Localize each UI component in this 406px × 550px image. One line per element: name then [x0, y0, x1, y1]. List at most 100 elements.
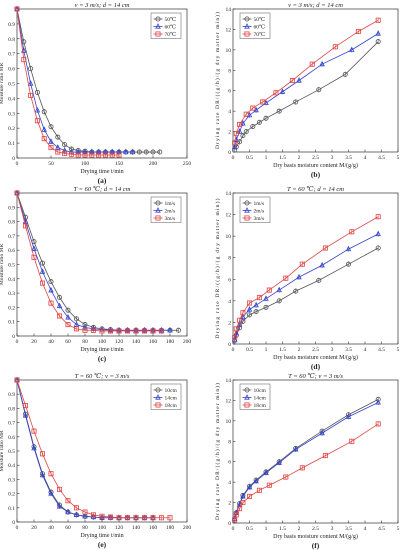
data-point [253, 301, 259, 308]
data-point [345, 245, 352, 252]
data-point [237, 506, 243, 512]
x-axis-label: Dry basis moisture content M/(g/g) [273, 162, 358, 169]
data-point [14, 190, 20, 196]
data-point [125, 515, 131, 521]
legend-entry: 1m/s [165, 201, 176, 207]
data-point [375, 30, 381, 36]
data-point [48, 490, 54, 496]
legend-entry: 18cm [254, 403, 267, 409]
data-point [39, 268, 46, 274]
legend-marker [155, 207, 161, 213]
data-point [99, 513, 105, 519]
chart-title: T = 60 ℃; v = 3 m/s [75, 372, 130, 380]
x-tick-label: 120 [115, 525, 124, 531]
legend: 50℃60℃70℃ [150, 12, 182, 39]
panel-caption: (c) [98, 354, 107, 363]
data-point [246, 306, 253, 312]
data-point [319, 261, 325, 268]
series-line [16, 192, 162, 332]
data-point [150, 515, 156, 521]
y-tick-label: 0.7 [8, 234, 15, 240]
x-tick-label: 40 [48, 525, 54, 531]
x-axis-label: Dry basis moisture content M/(g/g) [273, 533, 358, 540]
y-tick-label: 12 [226, 398, 232, 404]
data-point [57, 313, 63, 319]
legend-marker [155, 31, 161, 37]
data-point [256, 487, 262, 493]
data-point [263, 115, 269, 121]
x-axis-label: Drying time t/min [80, 533, 123, 539]
x-tick-label: 200 [183, 339, 192, 345]
data-point [91, 512, 97, 518]
data-point [108, 514, 114, 520]
data-point [299, 465, 305, 471]
y-tick-label: 0 [228, 150, 231, 156]
data-point [109, 152, 115, 158]
x-tick-label: 2 [298, 347, 301, 353]
x-tick-label: 2.5 [312, 155, 319, 161]
y-tick-label: 0.4 [8, 96, 15, 102]
series-0 [232, 245, 381, 344]
data-point [246, 493, 252, 499]
data-point [14, 6, 20, 12]
y-tick-label: 10 [226, 48, 232, 54]
data-point [355, 28, 361, 34]
x-axis-label: Dry basis moisture content M/(g/g) [273, 354, 358, 361]
data-point [82, 152, 88, 158]
data-point [240, 493, 246, 499]
y-tick-label: 0.1 [8, 141, 15, 147]
y-tick-label: 0.3 [8, 111, 15, 117]
y-tick-label: 0.8 [8, 220, 15, 226]
x-tick-label: 20 [31, 339, 37, 345]
y-axis-label: Moisture ratio MR [0, 63, 5, 105]
y-tick-label: 0 [12, 334, 15, 340]
data-point [55, 144, 61, 150]
data-point [74, 505, 80, 511]
x-tick-label: 2 [298, 155, 301, 161]
data-point [233, 326, 239, 332]
data-point [158, 515, 164, 521]
legend-entry: 14cm [254, 396, 267, 402]
legend: 50℃60℃70℃ [239, 12, 271, 39]
x-tick-label: 60 [65, 339, 71, 345]
x-tick-label: 4.5 [378, 347, 385, 353]
x-tick-label: 3.5 [345, 155, 352, 161]
chart-title: v = 3 m/s; d = 14 cm [288, 2, 343, 9]
legend-marker [155, 402, 161, 408]
legend-entry: 10cm [254, 388, 267, 394]
data-point [296, 77, 302, 83]
y-axis-label: Drying rate DR/((g/h)/(g dry matter min)… [214, 383, 221, 520]
legend-marker [155, 394, 161, 400]
legend-marker [244, 215, 250, 221]
data-point [158, 328, 164, 334]
data-point [56, 302, 63, 309]
data-point [31, 254, 37, 260]
y-tick-label: 0 [228, 342, 231, 348]
data-point [157, 149, 163, 155]
data-point [263, 469, 269, 476]
data-point [233, 131, 239, 137]
data-point [143, 149, 149, 155]
panel-a: v = 3 m/s; d = 14 cm 0 50 100 150 200 250 0 0.1 0… [0, 2, 191, 185]
x-tick-label: 0 [16, 339, 19, 345]
data-point [89, 152, 95, 158]
x-tick-label: 100 [81, 161, 90, 167]
data-point [48, 124, 54, 130]
panel-b: v = 3 m/s; d = 14 cm 0 0.5 1 1.5 2 2.5 3 3.5 4 4.5… [214, 2, 400, 179]
data-point [31, 245, 37, 251]
legend-marker [155, 215, 161, 221]
y-tick-label: 12 [226, 27, 232, 33]
y-tick-label: 14 [226, 378, 232, 384]
panel-caption: (f) [312, 541, 320, 550]
y-tick-label: 12 [226, 213, 232, 219]
y-tick-label: 8 [228, 68, 231, 74]
y-tick-label: 0.7 [8, 52, 15, 58]
x-tick-label: 20 [31, 525, 37, 531]
data-point [39, 471, 46, 478]
data-point [256, 119, 262, 125]
x-tick-label: 80 [82, 525, 88, 531]
legend-marker [244, 200, 250, 206]
y-tick-label: 0 [12, 156, 15, 162]
data-point [34, 89, 40, 95]
